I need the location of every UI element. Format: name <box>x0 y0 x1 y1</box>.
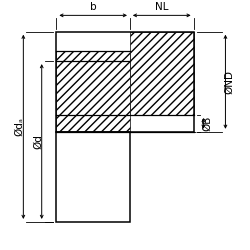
Text: b: b <box>90 2 96 12</box>
Polygon shape <box>130 32 194 115</box>
Polygon shape <box>56 61 130 132</box>
Text: Ødₐ: Ødₐ <box>14 118 24 136</box>
Text: ØB: ØB <box>202 116 212 131</box>
Text: Ød: Ød <box>33 134 43 149</box>
Polygon shape <box>56 51 130 61</box>
Text: ØND: ØND <box>224 70 234 94</box>
Text: NL: NL <box>155 2 168 12</box>
